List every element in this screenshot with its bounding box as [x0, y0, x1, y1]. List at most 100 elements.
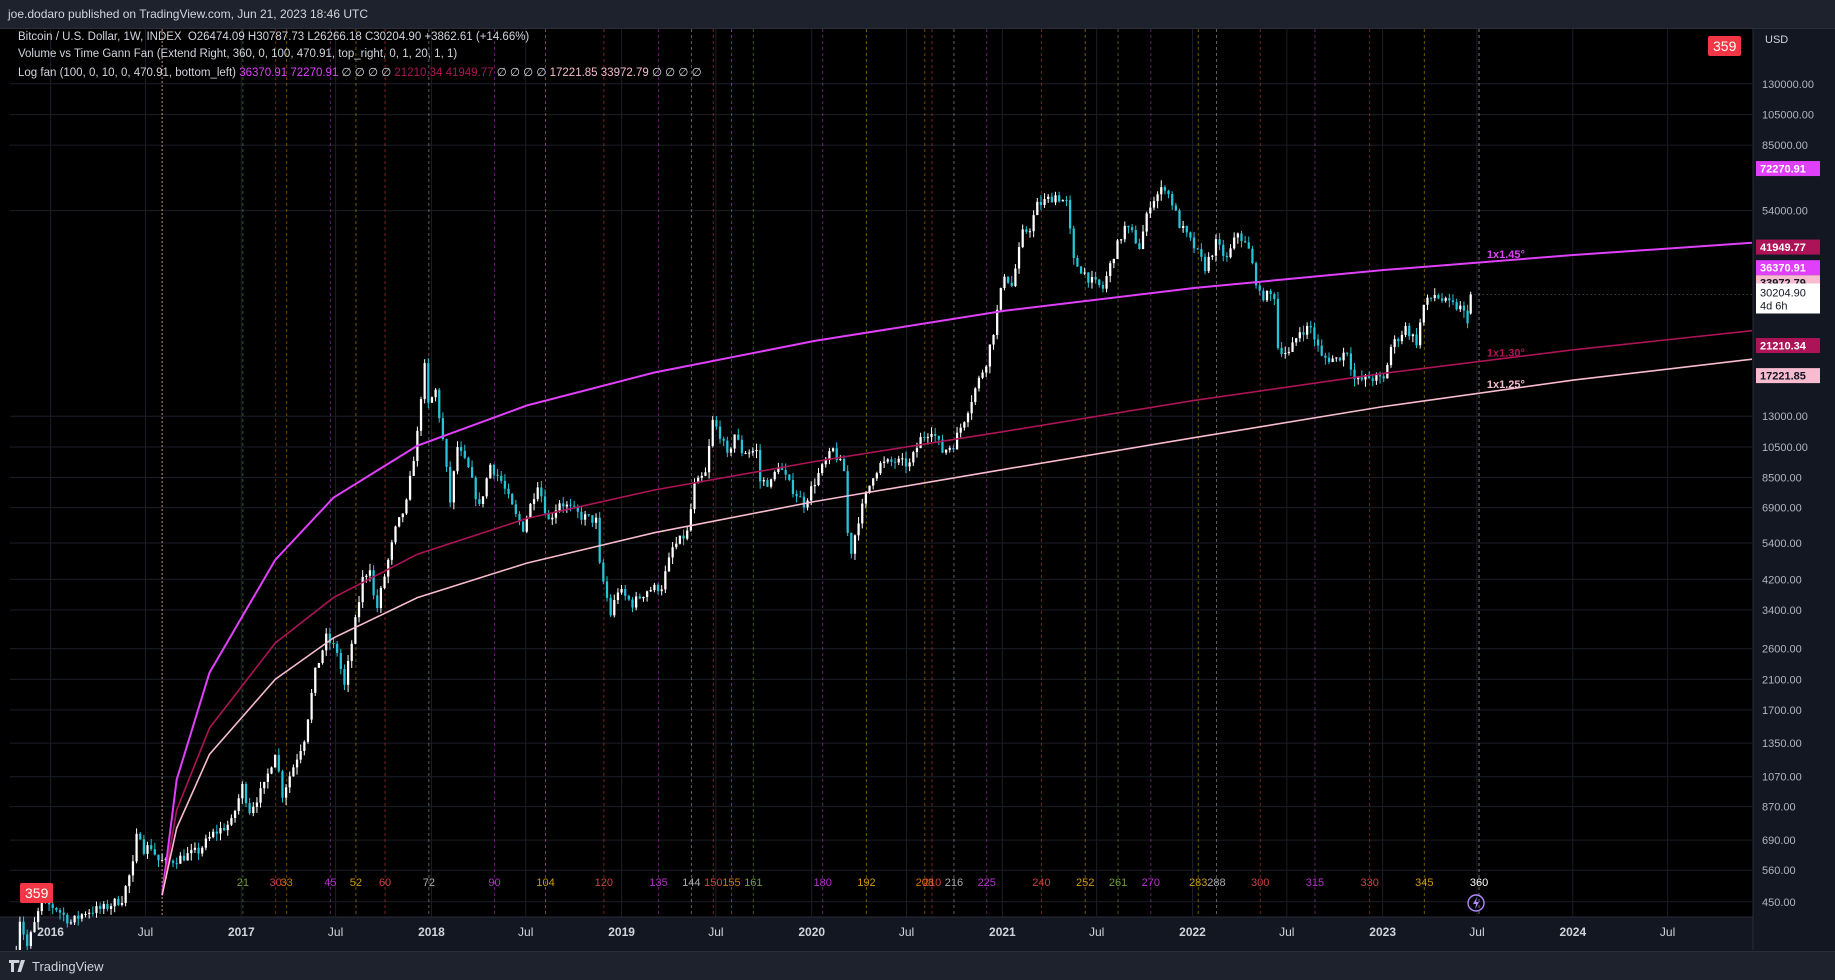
candle-body: [84, 913, 87, 915]
legend-indicator-logfan[interactable]: Log fan (100, 0, 10, 0, 470.91, bottom_l…: [18, 65, 702, 79]
legend-logfan-value: 36370.91: [239, 67, 288, 79]
candle: [1295, 337, 1298, 346]
current-price-label: 30204.90: [1760, 287, 1806, 299]
candle-body: [1054, 195, 1057, 203]
candle-body: [496, 474, 499, 476]
fan-line: [161, 358, 1753, 896]
candle-body: [733, 434, 736, 449]
candle: [266, 768, 269, 789]
candle: [580, 505, 583, 525]
candle-body: [1360, 377, 1363, 380]
candle-body: [1440, 298, 1444, 301]
candle-body: [66, 914, 69, 924]
time-cycle-number: 33: [280, 877, 292, 889]
candle-body: [507, 488, 510, 495]
legend-indicator-gann[interactable]: Volume vs Time Gann Fan (Extend Right, 3…: [18, 48, 457, 60]
candle-body: [981, 372, 984, 378]
candle-body: [543, 496, 547, 514]
candle: [405, 498, 408, 516]
candle: [1316, 334, 1320, 352]
price-label-text: 41949.77: [1760, 242, 1806, 254]
candle: [1258, 281, 1261, 296]
candle-body: [988, 344, 992, 367]
candle-body: [901, 458, 904, 460]
candle: [419, 396, 423, 437]
price-tick-label: 3400.00: [1762, 605, 1802, 617]
candle: [481, 496, 485, 508]
alert-badge-top[interactable]: 359: [1708, 36, 1742, 56]
alert-badge-bottom[interactable]: 359: [20, 883, 54, 903]
candle: [1047, 194, 1050, 203]
candle-body: [459, 447, 463, 451]
candle: [314, 667, 317, 696]
candle-body: [675, 543, 678, 548]
legend-indicator-logfan-values: 36370.91 72270.91 ∅ ∅ ∅ ∅ 21210.34 41949…: [239, 67, 701, 79]
candle: [864, 490, 868, 509]
candle-body: [179, 855, 182, 864]
candle-body: [1400, 334, 1404, 342]
candle-body: [1127, 225, 1130, 228]
candle-body: [171, 860, 175, 864]
candle-body: [1254, 263, 1258, 286]
candle: [292, 764, 295, 777]
candle-body: [500, 475, 503, 481]
candle: [963, 421, 966, 431]
candle-body: [580, 511, 583, 520]
footer-bar: TradingView: [0, 951, 1835, 980]
time-cycle-number: 240: [1032, 877, 1050, 889]
candle: [934, 427, 937, 443]
candle-body: [645, 591, 649, 597]
grid-lines: [10, 29, 1752, 917]
candle-body: [613, 600, 616, 616]
candle: [762, 477, 765, 486]
candle-body: [376, 595, 379, 608]
candle: [339, 648, 342, 675]
time-tick-label: 2020: [798, 925, 825, 939]
candle-body: [182, 855, 186, 861]
candle-body: [113, 898, 116, 907]
candle-body: [1357, 377, 1360, 380]
candle: [1171, 191, 1174, 210]
candle: [408, 470, 412, 501]
legend-logfan-value: ∅ ∅ ∅ ∅: [648, 67, 702, 79]
candle: [642, 596, 645, 602]
candle-body: [1010, 282, 1013, 287]
candle-body: [1145, 213, 1148, 232]
candle: [686, 526, 689, 541]
candle-body: [853, 535, 857, 554]
candle-body: [850, 532, 853, 554]
candle-body: [58, 910, 62, 913]
candle: [1269, 288, 1272, 302]
candle: [704, 467, 707, 477]
candle-body: [638, 596, 641, 599]
candle-body: [372, 570, 375, 596]
candle-body: [1364, 375, 1367, 380]
candle: [959, 423, 962, 438]
candle: [660, 585, 663, 596]
candle-body: [1375, 375, 1378, 381]
candle-body: [1178, 210, 1181, 229]
candle: [875, 471, 878, 482]
candle: [1152, 196, 1156, 211]
candle-body: [857, 523, 860, 536]
candle: [996, 304, 999, 340]
candle: [1120, 239, 1123, 244]
legend-symbol[interactable]: Bitcoin / U.S. Dollar, 1W, INDEX: [18, 31, 182, 43]
candle-body: [252, 806, 255, 814]
candle-body: [985, 366, 988, 373]
time-tick-label: Jul: [708, 925, 723, 939]
candle: [795, 490, 798, 503]
candle-body: [802, 496, 806, 508]
candle-body: [569, 504, 572, 506]
candle: [379, 585, 383, 614]
price-tick-label: 6900.00: [1762, 503, 1802, 515]
price-label-box: [1756, 338, 1820, 354]
candle: [755, 443, 758, 459]
candle-body: [1141, 231, 1145, 250]
candle-body: [795, 494, 798, 497]
candle: [682, 529, 685, 546]
candle: [1141, 225, 1145, 250]
price-tick-label: 8500.00: [1762, 473, 1802, 485]
candle-body: [328, 633, 331, 644]
